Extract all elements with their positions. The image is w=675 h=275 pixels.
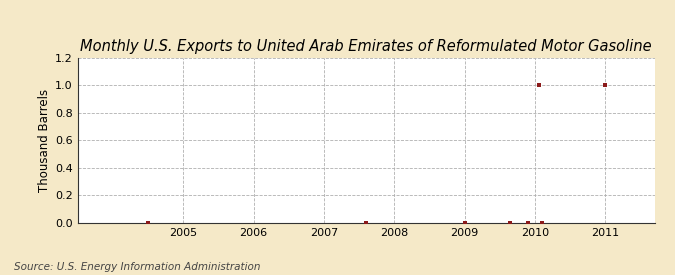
Y-axis label: Thousand Barrels: Thousand Barrels bbox=[38, 89, 51, 192]
Point bbox=[600, 83, 611, 87]
Point bbox=[360, 221, 371, 225]
Title: Monthly U.S. Exports to United Arab Emirates of Reformulated Motor Gasoline: Monthly U.S. Exports to United Arab Emir… bbox=[80, 39, 652, 54]
Point bbox=[537, 221, 547, 225]
Point bbox=[142, 221, 153, 225]
Point bbox=[533, 83, 544, 87]
Point bbox=[505, 221, 516, 225]
Point bbox=[522, 221, 533, 225]
Point bbox=[459, 221, 470, 225]
Text: Source: U.S. Energy Information Administration: Source: U.S. Energy Information Administ… bbox=[14, 262, 260, 272]
